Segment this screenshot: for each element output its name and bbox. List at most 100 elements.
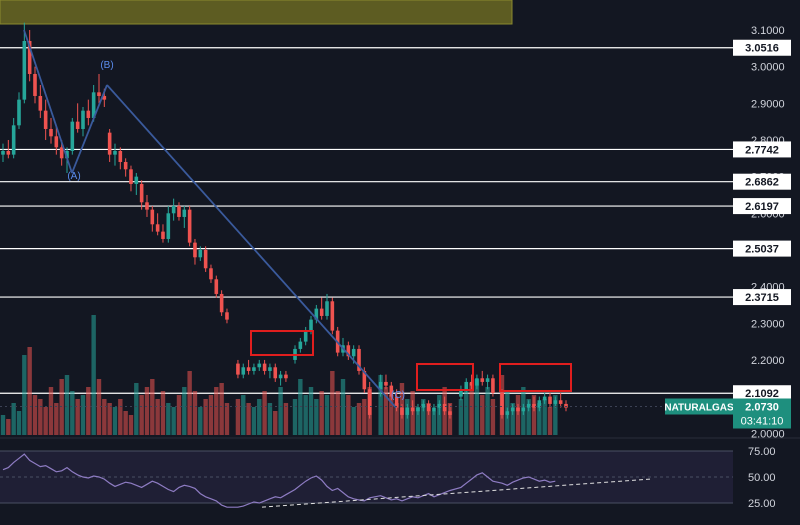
volume-bar — [59, 379, 64, 435]
volume-bar — [198, 407, 203, 435]
wave-label: (C) — [391, 390, 405, 401]
volume-bar — [542, 399, 547, 435]
wave-label: (B) — [100, 60, 113, 71]
volume-bar — [75, 399, 80, 435]
volume-bar — [22, 355, 27, 435]
candle-body — [284, 374, 288, 379]
candle-body — [367, 389, 372, 415]
candle-body — [357, 348, 361, 371]
candle-body — [139, 183, 144, 203]
candle-body — [542, 396, 547, 401]
volume-bar — [421, 399, 426, 435]
symbol-tag — [665, 398, 733, 415]
candle-body — [70, 121, 75, 151]
candle-body — [268, 367, 272, 371]
candle-body — [257, 363, 262, 368]
volume-bar — [139, 395, 144, 435]
candle-body — [225, 312, 229, 320]
volume-bar — [458, 399, 464, 435]
volume-bar — [43, 407, 48, 435]
candle-body — [134, 176, 139, 184]
volume-bar — [485, 387, 490, 435]
volume-bar — [415, 407, 421, 435]
last-price-tag — [733, 398, 791, 429]
volume-bar — [144, 387, 150, 435]
candle-body — [346, 345, 351, 357]
candle-body — [1, 150, 5, 155]
candle-body — [564, 403, 568, 408]
volume-bar — [86, 387, 91, 435]
candle-body — [351, 348, 356, 357]
candle-body — [86, 110, 91, 118]
level-price-tag — [733, 240, 791, 257]
wave-label: (A) — [67, 171, 80, 182]
volume-bar — [324, 395, 330, 435]
candle-body — [166, 213, 171, 239]
candle-body — [6, 150, 11, 155]
volume-bar — [431, 411, 437, 435]
volume-bar — [96, 379, 102, 435]
volume-bar — [112, 407, 118, 435]
candle-body — [378, 381, 383, 390]
rsi-trendline — [261, 478, 651, 508]
volume-bar — [123, 411, 128, 435]
candle-body — [22, 40, 27, 100]
volume-bar — [257, 399, 262, 435]
volume-bar — [383, 387, 389, 435]
volume-bar — [182, 387, 187, 435]
rsi-tick-label: 50.00 — [748, 472, 776, 484]
rsi-tick-label: 75.00 — [748, 446, 776, 458]
wave-line — [106, 84, 397, 409]
candle-body — [405, 407, 410, 415]
level-price-label: 2.6862 — [745, 177, 779, 189]
volume-bar — [241, 395, 246, 435]
level-price-tag — [733, 141, 791, 158]
candle-body — [113, 150, 117, 155]
candle-body — [17, 99, 21, 126]
volume-bar — [389, 395, 394, 435]
volume-bar — [531, 395, 537, 435]
candle-body — [475, 378, 479, 386]
volume-bar — [426, 403, 431, 435]
candle-body — [107, 132, 112, 155]
candle-body — [150, 209, 155, 225]
candle-body — [400, 407, 404, 415]
candle-body — [11, 125, 16, 155]
volume-bar — [314, 399, 319, 435]
candle-body — [97, 92, 101, 96]
volume-bar — [128, 415, 134, 435]
volume-bar — [251, 407, 257, 435]
rsi-tick-label: 25.00 — [748, 498, 776, 510]
volume-bar — [27, 347, 32, 435]
candle-body — [298, 341, 303, 349]
price-tick-label: 2.2000 — [751, 355, 785, 367]
candle-body — [314, 308, 319, 320]
candle-body — [273, 367, 278, 379]
candle-body — [384, 381, 388, 386]
level-price-label: 2.6197 — [745, 201, 779, 213]
candle-body — [526, 403, 531, 408]
candle-body — [469, 381, 474, 386]
candle-body — [262, 363, 267, 371]
volume-bar — [192, 391, 198, 435]
price-tick-label: 2.3000 — [751, 318, 785, 330]
volume-bar — [91, 315, 96, 435]
candle-body — [421, 403, 426, 408]
candle-body — [177, 205, 181, 217]
price-tick-label: 2.0000 — [751, 428, 785, 440]
candle-body — [241, 367, 246, 375]
volume-bar — [351, 407, 356, 435]
candle-body — [59, 147, 64, 159]
volume-bar — [16, 411, 22, 435]
volume-bar — [203, 399, 208, 435]
volume-bar — [547, 407, 553, 435]
candle-body — [464, 381, 469, 390]
candle-body — [319, 308, 324, 316]
volume-bar — [437, 395, 442, 435]
last-price-label: 2.0730 — [745, 401, 779, 413]
volume-bar — [447, 403, 453, 435]
candle-body — [558, 400, 563, 404]
price-tick-label: 2.9000 — [751, 98, 785, 110]
candle-body — [491, 378, 495, 393]
